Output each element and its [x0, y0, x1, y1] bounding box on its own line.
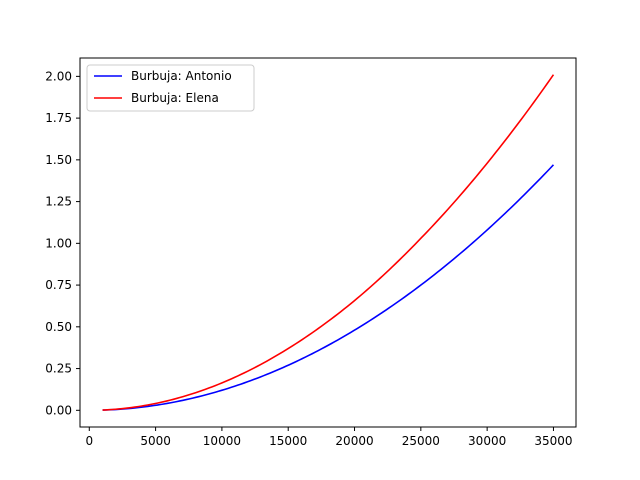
x-tick-label: 20000 [335, 434, 373, 448]
x-tick-label: 30000 [468, 434, 506, 448]
y-tick-label: 0.00 [45, 403, 72, 417]
legend-label: Burbuja: Elena [131, 91, 219, 105]
legend-label: Burbuja: Antonio [131, 69, 232, 83]
x-tick-label: 25000 [402, 434, 440, 448]
x-tick-label: 5000 [140, 434, 171, 448]
axes: 0 5000 10000 15000 20000 25000 30000 35000 0.00 0… [45, 57, 577, 448]
plot-area [102, 74, 555, 411]
legend-box [86, 64, 255, 112]
x-tick-label: 0 [85, 434, 93, 448]
y-tick-label: 1.75 [45, 111, 72, 125]
y-tick-label: 1.50 [45, 153, 72, 167]
y-tick-label: 2.00 [45, 69, 72, 83]
x-tick-label: 15000 [269, 434, 307, 448]
y-tick-label: 1.00 [45, 236, 72, 250]
x-tick-label: 10000 [203, 434, 241, 448]
series-line-2 [102, 74, 555, 411]
axes-frame [79, 57, 577, 428]
series-line-1 [102, 164, 555, 411]
legend: Burbuja: Antonio Burbuja: Elena [86, 64, 255, 112]
y-tick-label: 0.25 [45, 362, 72, 376]
y-tick-label: 1.25 [45, 195, 72, 209]
y-tick-label: 0.75 [45, 278, 72, 292]
x-tick-label: 35000 [534, 434, 572, 448]
y-tick-label: 0.50 [45, 320, 72, 334]
